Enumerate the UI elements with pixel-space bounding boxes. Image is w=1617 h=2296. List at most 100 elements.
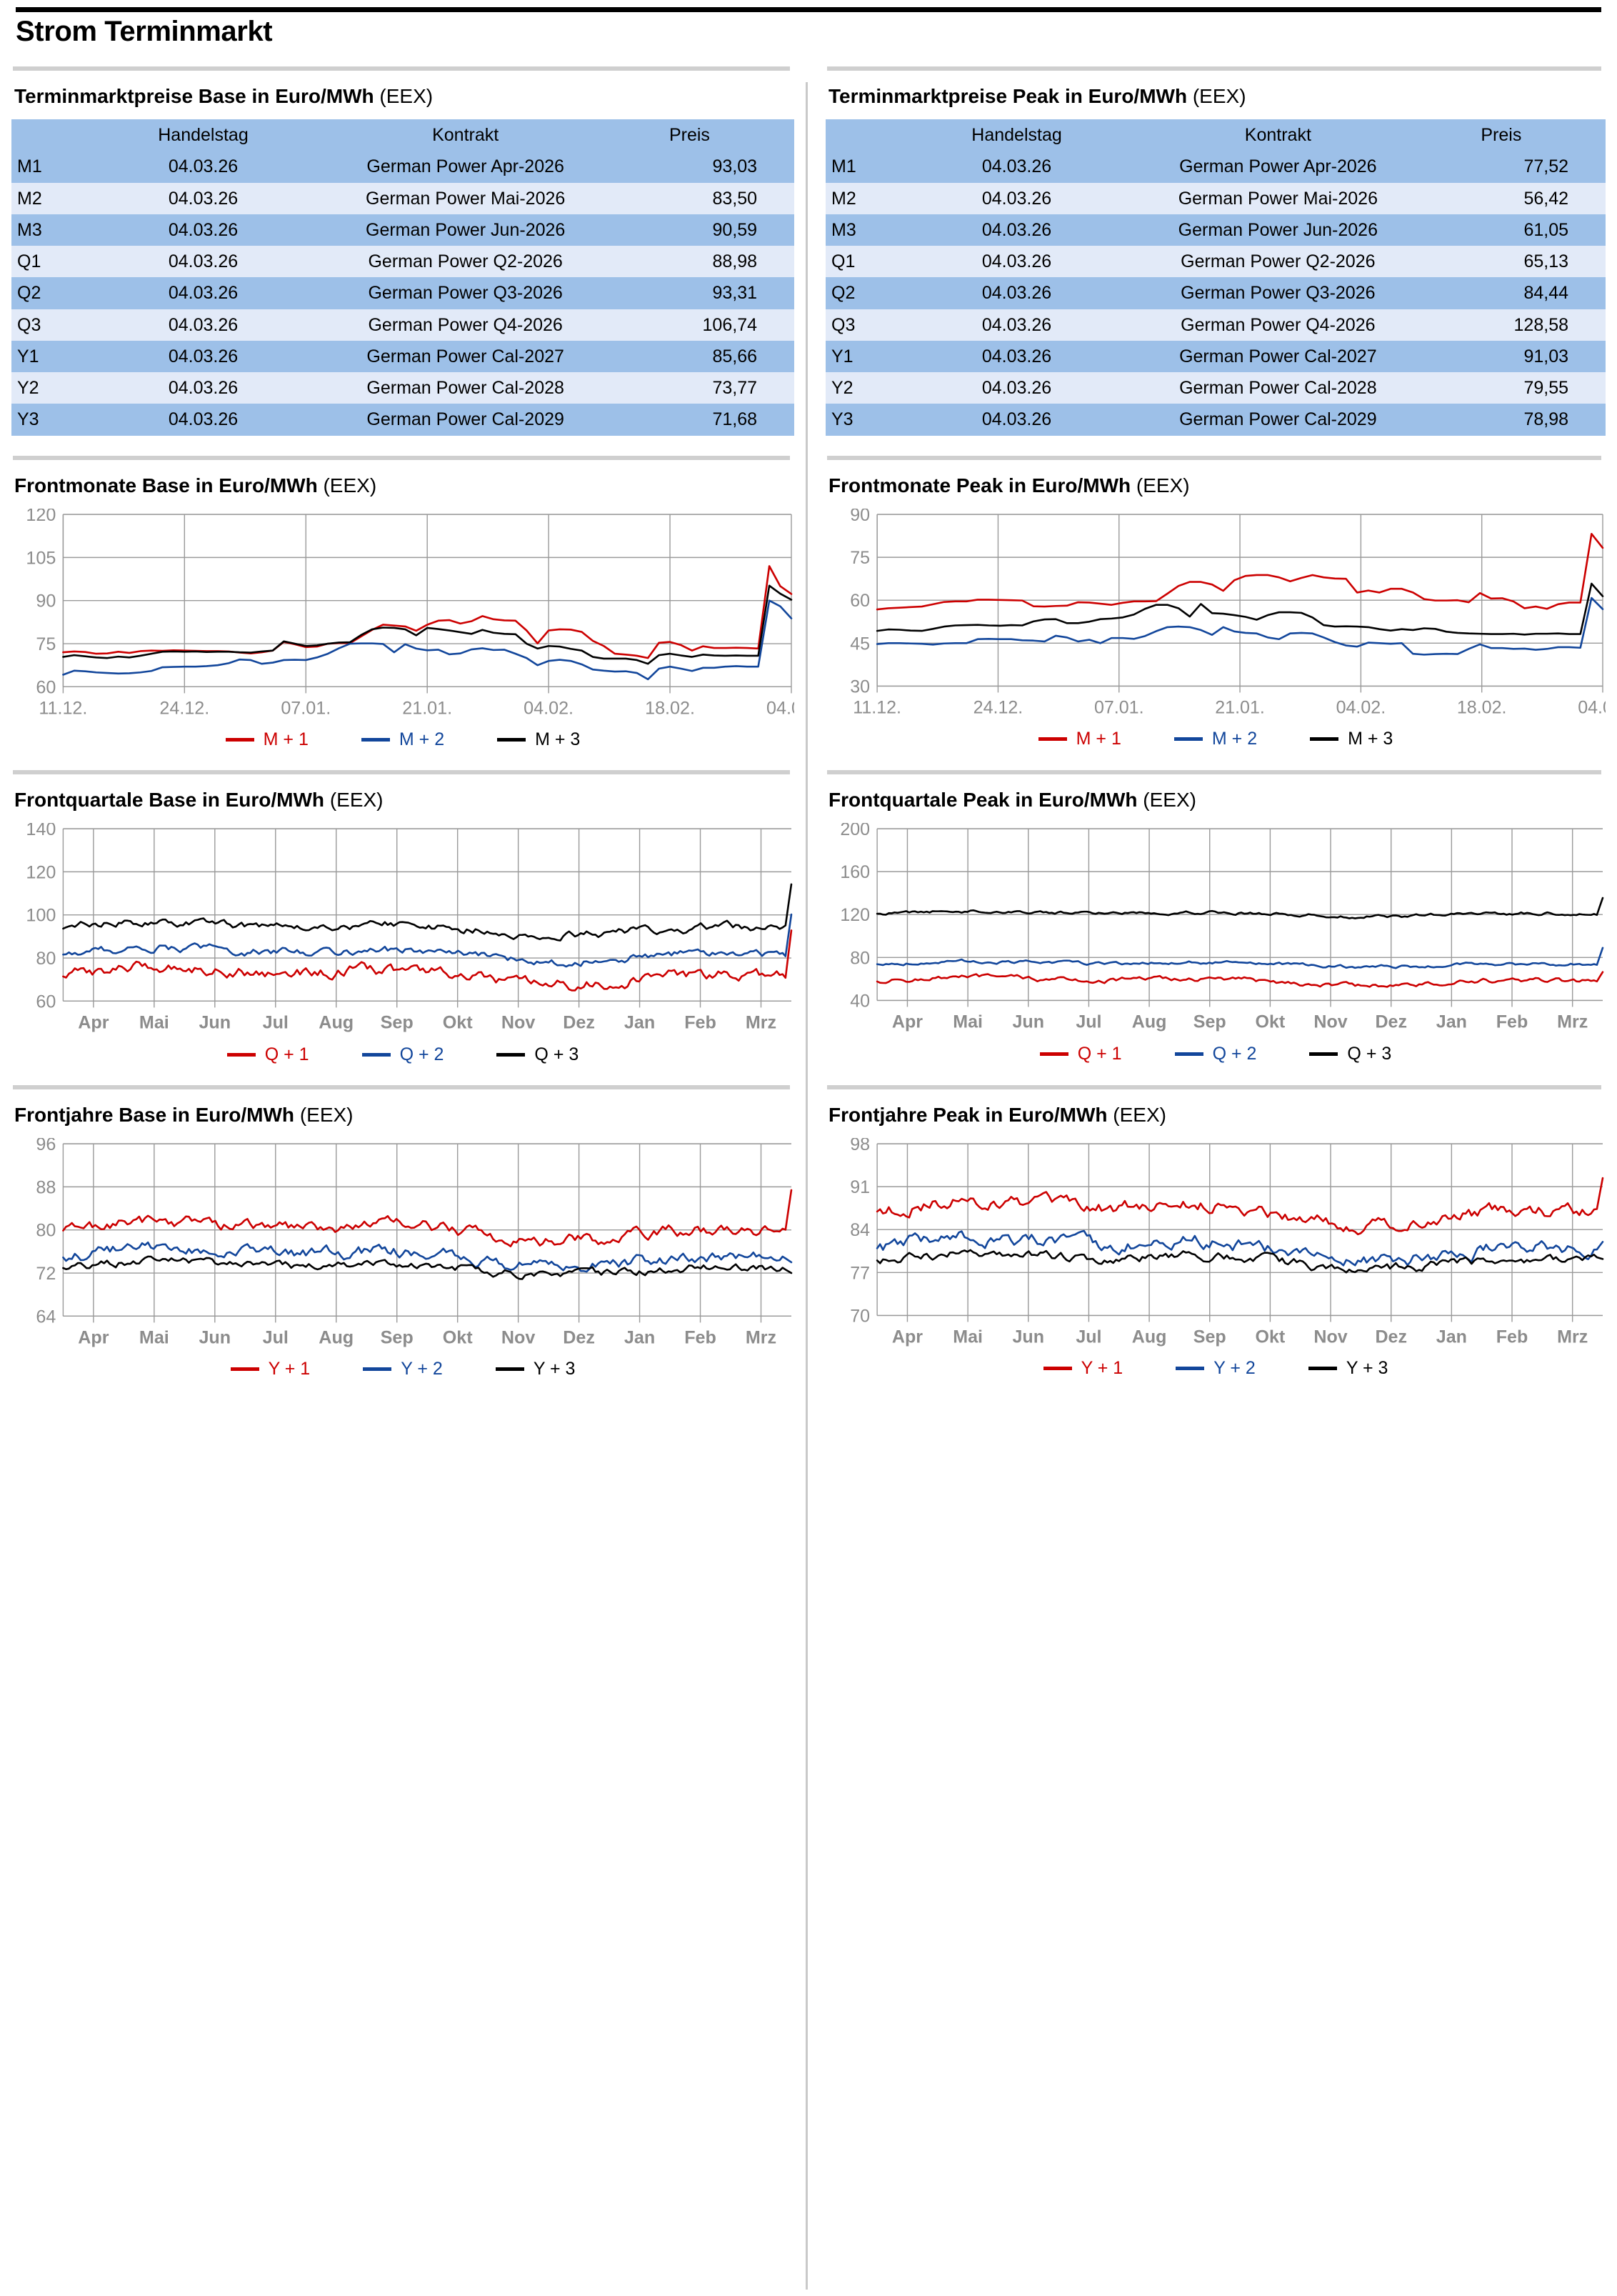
row-key: Y1: [17, 346, 39, 366]
svg-text:Jan: Jan: [624, 1013, 655, 1033]
legend-item[interactable]: Y + 3: [495, 1359, 575, 1379]
svg-text:18.02.: 18.02.: [645, 698, 695, 718]
svg-text:24.12.: 24.12.: [159, 698, 209, 718]
table-row[interactable]: M2 04.03.26 German Power Mai-2026 83,50: [11, 182, 794, 214]
chart-fq-base-block: Frontquartale Base in Euro/MWh (EEX) 60 8…: [11, 750, 808, 1065]
row-date: 04.03.26: [981, 346, 1052, 366]
table-row[interactable]: M1 04.03.26 German Power Apr-2026 93,03: [11, 151, 794, 183]
chart-fj-peak-title: Frontjahre Peak in Euro/MWh (EEX): [828, 1104, 1606, 1127]
row-price: 128,58: [1513, 314, 1568, 335]
chart-title-source: (EEX): [1113, 1103, 1166, 1126]
svg-text:40: 40: [850, 992, 870, 1012]
legend-item[interactable]: Y + 2: [1176, 1358, 1256, 1379]
chart-title-bold: Frontquartale Peak in Euro/MWh: [828, 789, 1138, 812]
row-date: 04.03.26: [981, 251, 1052, 271]
table-row[interactable]: M2 04.03.26 German Power Mai-2026 56,42: [826, 182, 1606, 214]
svg-text:07.01.: 07.01.: [281, 698, 331, 718]
table-row[interactable]: Y2 04.03.26 German Power Cal-2028 73,77: [11, 372, 794, 404]
table-header-row: Handelstag Kontrakt Preis: [826, 119, 1606, 151]
legend-item[interactable]: M + 1: [225, 729, 309, 750]
table-row[interactable]: M3 04.03.26 German Power Jun-2026 61,05: [826, 214, 1606, 246]
table-row[interactable]: Y3 04.03.26 German Power Cal-2029 71,68: [11, 404, 794, 436]
row-date: 04.03.26: [981, 219, 1052, 240]
legend-item[interactable]: M + 2: [361, 729, 444, 750]
legend-label: M + 2: [399, 729, 445, 750]
row-price: 91,03: [1523, 346, 1568, 366]
svg-text:Jan: Jan: [624, 1327, 655, 1347]
legend-label: Q + 2: [1212, 1043, 1257, 1064]
table-peak-title: Terminmarktpreise Peak in Euro/MWh (EEX): [828, 85, 1606, 108]
legend-fj-base: Y + 1 Y + 2 Y + 3: [11, 1359, 794, 1379]
svg-text:100: 100: [26, 906, 56, 926]
col-key: [11, 119, 98, 151]
chart-title-source: (EEX): [329, 789, 384, 812]
row-contract: German Power Jun-2026: [1178, 219, 1378, 240]
legend-item[interactable]: Q + 1: [1039, 1044, 1122, 1064]
chart-fj-base[interactable]: 64 72 80 88 96 Apr Mai Jun Jul Aug Sep Okt Nov Dez Jan…: [11, 1138, 794, 1354]
row-date: 04.03.26: [168, 346, 239, 366]
row-price: 65,13: [1523, 251, 1568, 271]
svg-text:Mai: Mai: [139, 1327, 169, 1347]
chart-title-bold: Frontjahre Peak in Euro/MWh: [828, 1103, 1108, 1126]
legend-item[interactable]: M + 3: [497, 729, 580, 750]
chart-fj-peak[interactable]: 70 77 84 91 98 Apr Mai Jun Jul Aug Sep Okt Nov Dez Jan…: [826, 1138, 1606, 1353]
legend-item[interactable]: Y + 1: [1043, 1358, 1123, 1379]
table-row[interactable]: Y3 04.03.26 German Power Cal-2029 78,98: [826, 404, 1606, 436]
legend-item[interactable]: Q + 3: [496, 1044, 579, 1065]
legend-swatch-black-icon: [1308, 1367, 1337, 1371]
legend-label: M + 2: [1211, 729, 1258, 749]
legend-item[interactable]: Q + 3: [1309, 1044, 1391, 1064]
chart-title-bold: Frontmonate Base in Euro/MWh: [14, 474, 318, 496]
legend-swatch-black-icon: [1310, 737, 1339, 742]
table-row[interactable]: Q1 04.03.26 German Power Q2-2026 65,13: [826, 246, 1606, 278]
chart-fm-peak-block: Frontmonate Peak in Euro/MWh (EEX) 30 45 6…: [808, 436, 1606, 751]
table-row[interactable]: M1 04.03.26 German Power Apr-2026 77,52: [826, 151, 1606, 183]
legend-label: M + 1: [263, 729, 309, 750]
legend-item[interactable]: Y + 2: [363, 1359, 443, 1379]
svg-text:77: 77: [850, 1263, 870, 1283]
table-row[interactable]: Q2 04.03.26 German Power Q3-2026 93,31: [11, 277, 794, 309]
table-row[interactable]: M3 04.03.26 German Power Jun-2026 90,59: [11, 214, 794, 246]
table-base-block: Terminmarktpreise Base in Euro/MWh (EEX)…: [11, 46, 808, 436]
chart-fq-peak-title: Frontquartale Peak in Euro/MWh (EEX): [828, 789, 1606, 812]
chart-fq-base[interactable]: 60 80 100 120 140 Apr Mai Jun Jul Aug Sep Okt Nov Dez…: [11, 823, 794, 1039]
table-row[interactable]: Y1 04.03.26 German Power Cal-2027 91,03: [826, 340, 1606, 372]
row-price: 79,55: [1523, 378, 1568, 398]
svg-text:120: 120: [840, 905, 870, 925]
chart-fm-base[interactable]: 60 75 90 105 120 11.12. 24.12. 07.01. 21.01. 04.0…: [11, 509, 794, 724]
legend-item[interactable]: Y + 3: [1308, 1358, 1388, 1379]
legend-item[interactable]: Q + 2: [361, 1044, 444, 1065]
chart-fm-peak[interactable]: 30 45 60 75 90 11.12. 24.12. 07.01. 21.01. 04.02.…: [826, 509, 1606, 724]
row-contract: German Power Q4-2026: [368, 314, 563, 335]
svg-text:64: 64: [36, 1307, 56, 1327]
svg-text:Dez: Dez: [1375, 1012, 1407, 1032]
table-row[interactable]: Y2 04.03.26 German Power Cal-2028 79,55: [826, 372, 1606, 404]
table-row[interactable]: Q3 04.03.26 German Power Q4-2026 106,74: [11, 309, 794, 341]
legend-item[interactable]: M + 1: [1038, 729, 1121, 749]
table-row[interactable]: Y1 04.03.26 German Power Cal-2027 85,66: [11, 340, 794, 372]
svg-text:18.02.: 18.02.: [1457, 697, 1507, 717]
svg-text:Aug: Aug: [319, 1327, 354, 1347]
svg-text:88: 88: [36, 1177, 56, 1197]
legend-label: Y + 2: [1213, 1358, 1256, 1379]
legend-swatch-red-icon: [1043, 1367, 1072, 1371]
table-row[interactable]: Q2 04.03.26 German Power Q3-2026 84,44: [826, 277, 1606, 309]
svg-text:04.03.: 04.03.: [1578, 697, 1606, 717]
chart-fq-peak[interactable]: 40 80 120 160 200 Apr Mai Jun Jul Aug Sep Okt Nov Dez…: [826, 823, 1606, 1038]
page-title: Strom Terminmarkt: [16, 16, 273, 47]
legend-item[interactable]: M + 3: [1310, 729, 1393, 749]
legend-item[interactable]: M + 2: [1173, 729, 1258, 749]
legend-item[interactable]: Q + 1: [226, 1044, 309, 1065]
row-contract: German Power Mai-2026: [1178, 188, 1378, 209]
frontmonate-row: Frontmonate Base in Euro/MWh (EEX) 60 75 9…: [11, 436, 1606, 751]
svg-text:90: 90: [850, 509, 870, 525]
svg-text:Mrz: Mrz: [1557, 1012, 1588, 1032]
table-base-body: M1 04.03.26 German Power Apr-2026 93,03 M2 0…: [11, 151, 794, 436]
legend-fm-base: M + 1 M + 2 M + 3: [11, 729, 794, 750]
legend-item[interactable]: Y + 1: [230, 1359, 310, 1379]
table-row[interactable]: Q1 04.03.26 German Power Q2-2026 88,98: [11, 246, 794, 278]
row-date: 04.03.26: [168, 283, 239, 304]
table-row[interactable]: Q3 04.03.26 German Power Q4-2026 128,58: [826, 309, 1606, 341]
legend-item[interactable]: Q + 2: [1174, 1043, 1257, 1064]
row-price: 71,68: [712, 409, 757, 430]
